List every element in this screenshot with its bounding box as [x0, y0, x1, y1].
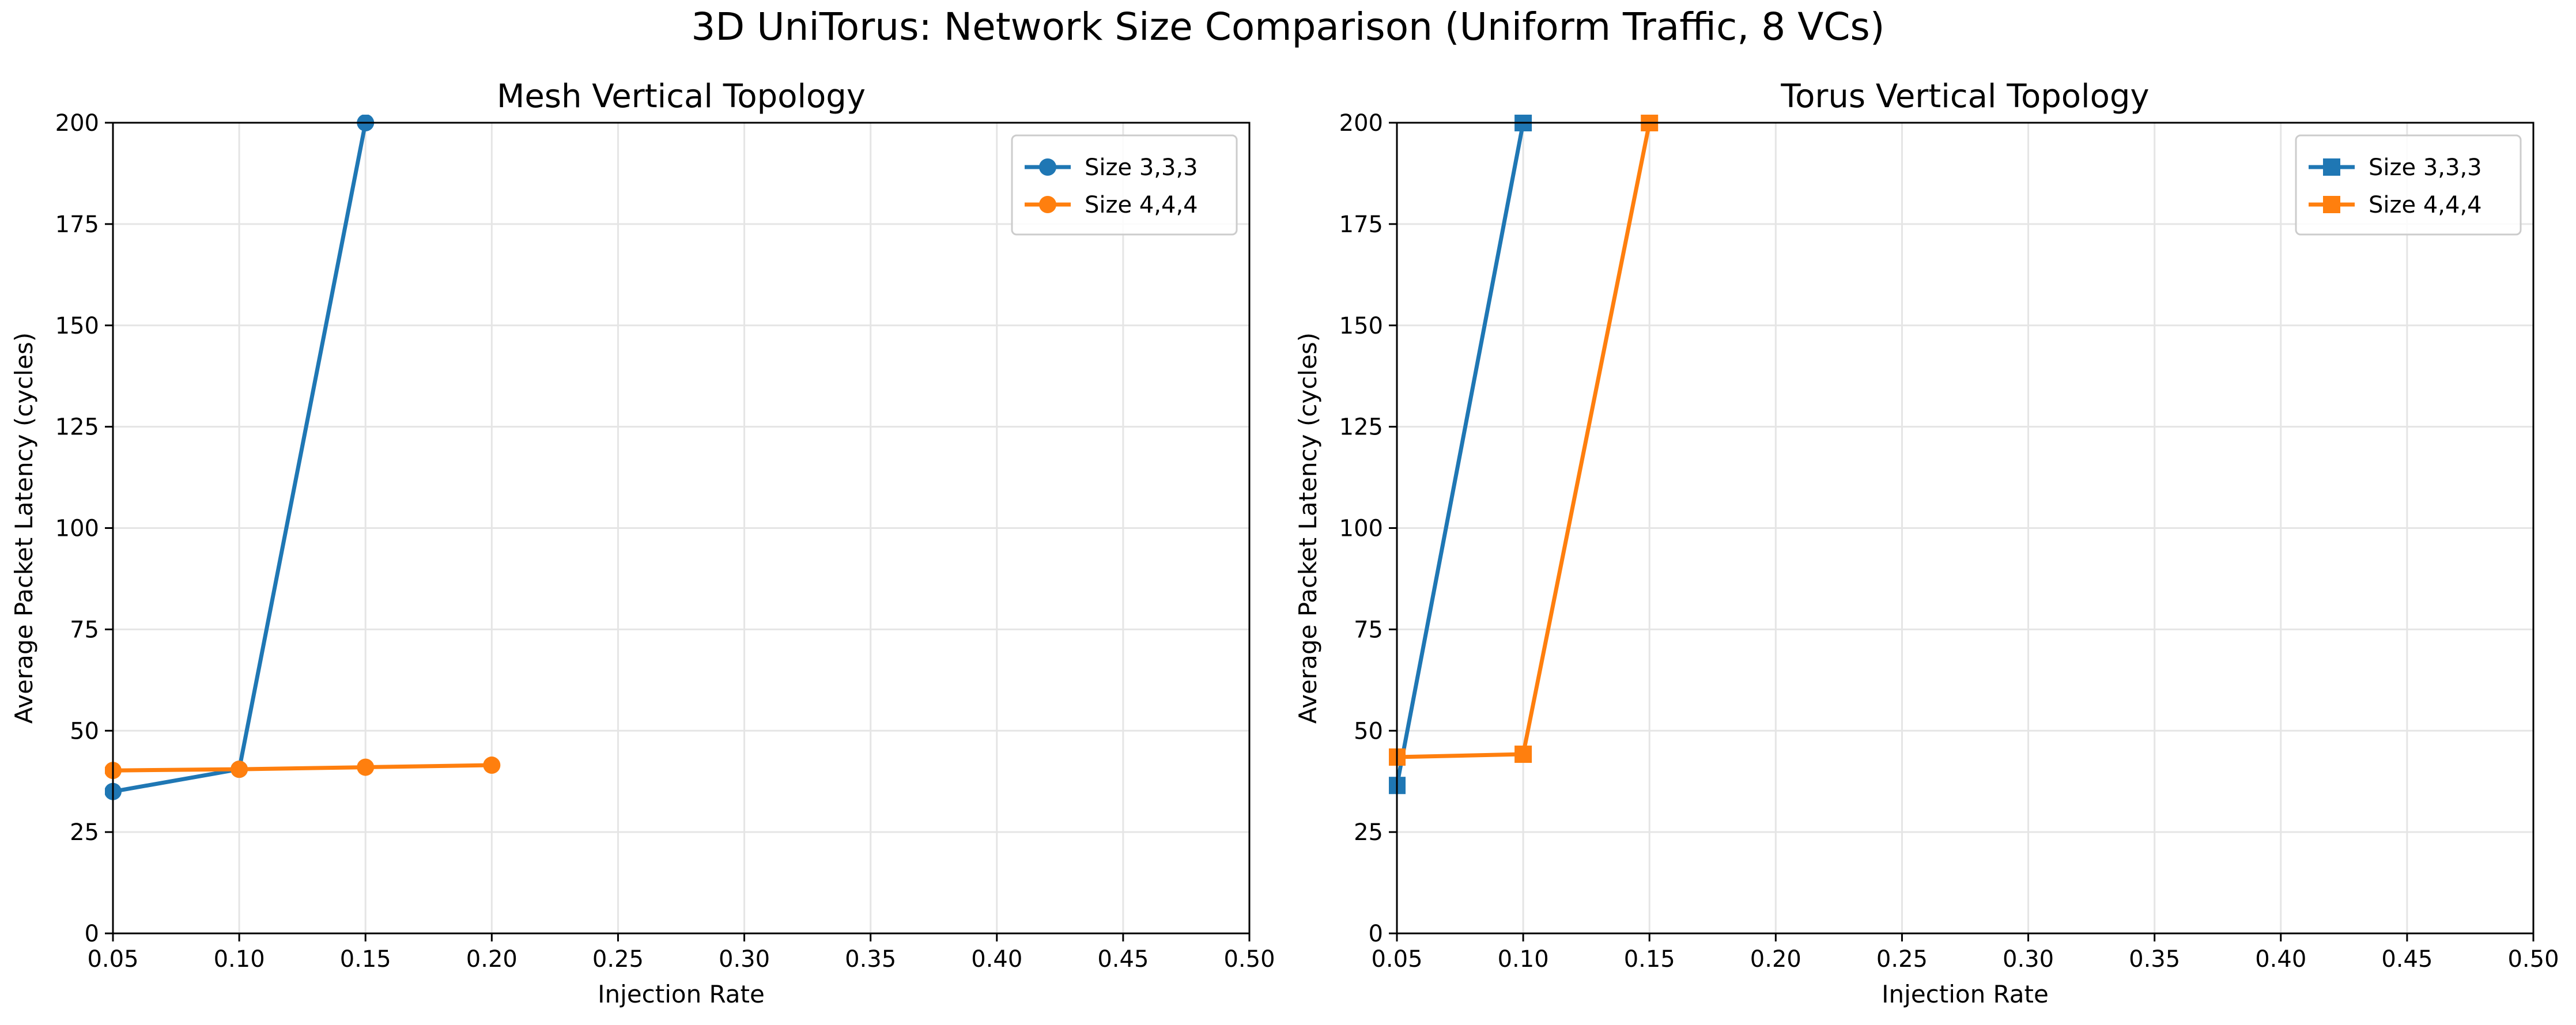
legend-box — [1011, 134, 1238, 236]
x-tick-label: 0.05 — [87, 946, 138, 973]
y-tick-label: 175 — [55, 211, 99, 238]
y-tick-label: 100 — [55, 516, 99, 542]
x-tick-label: 0.45 — [1097, 946, 1149, 973]
figure-title: 3D UniTorus: Network Size Comparison (Un… — [691, 5, 1885, 49]
axes-0: 0.05 0.10 0.15 0.20 0.25 0.30 0.35 0.40 0.45 0.50… — [55, 110, 1275, 973]
data-point — [231, 761, 248, 778]
y-tick-label: 25 — [70, 819, 99, 846]
x-tick-label: 0.20 — [466, 946, 518, 973]
y-tick-label: 150 — [55, 313, 99, 339]
x-tick-label: 0.40 — [971, 946, 1022, 973]
y-axis-label: Average Packet Latency (cycles) — [10, 332, 38, 724]
y-tick-label: 75 — [70, 616, 99, 643]
data-layer — [105, 115, 501, 800]
y-tick-label: 50 — [70, 718, 99, 744]
data-point — [357, 758, 375, 776]
data-point — [483, 757, 501, 774]
legend: Size 3,3,3 Size 4,4,4 — [1011, 134, 1238, 236]
x-tick-label: 0.30 — [719, 946, 770, 973]
y-tick-label: 0 — [85, 921, 99, 947]
y-tick-label: 200 — [55, 110, 99, 137]
x-tick-label: 0.10 — [214, 946, 265, 973]
chart-title: Mesh Vertical Topology — [497, 78, 866, 115]
x-axis-label: Injection Rate — [598, 980, 765, 1008]
series-line-1 — [111, 763, 494, 773]
legend-label: Size 3,3,3 — [1085, 154, 1198, 181]
y-tick-label: 125 — [55, 414, 99, 441]
legend-marker — [1039, 158, 1056, 176]
legend-label: Size 4,4,4 — [1085, 192, 1198, 218]
axes-frame — [112, 122, 1251, 935]
x-tick-label: 0.50 — [1223, 946, 1275, 973]
x-tick-label: 0.35 — [845, 946, 896, 973]
x-tick-label: 0.25 — [592, 946, 644, 973]
legend-marker — [1039, 196, 1056, 213]
x-tick-label: 0.15 — [340, 946, 391, 973]
